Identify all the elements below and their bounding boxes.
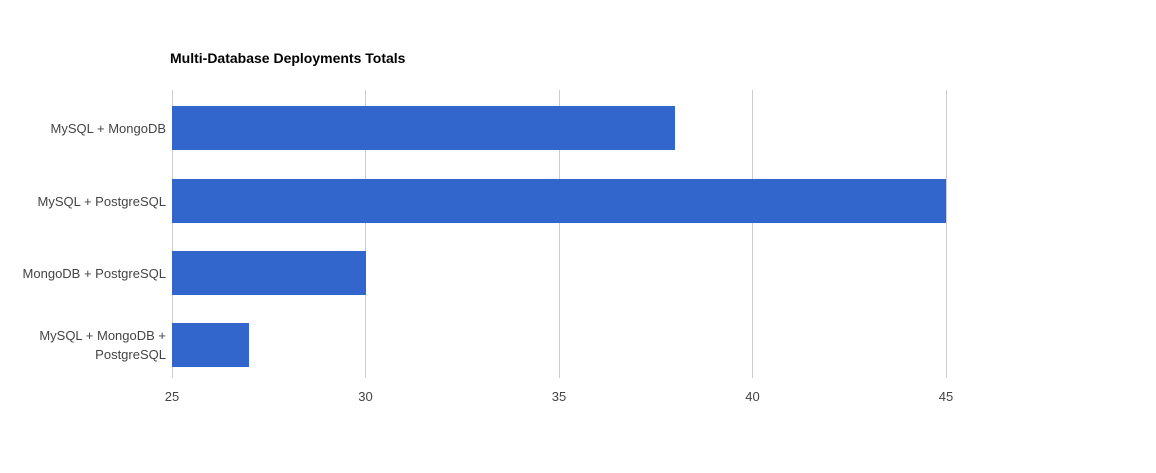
gridline: [171, 90, 173, 378]
chart-title: Multi-Database Deployments Totals: [170, 50, 406, 66]
category-label: MySQL + MongoDB + PostgreSQL: [39, 328, 166, 362]
x-axis-tick-label: 30: [358, 389, 373, 404]
x-axis-tick-label: 35: [551, 389, 567, 404]
category-label: MySQL + PostgreSQL: [37, 193, 167, 209]
gridline: [558, 90, 560, 378]
bar[interactable]: [172, 323, 250, 367]
category-label: MongoDB + PostgreSQL: [22, 265, 166, 281]
category-label: MySQL + MongoDB: [50, 120, 166, 136]
bar[interactable]: [172, 179, 946, 223]
gridline: [365, 90, 366, 378]
x-axis-tick-label: 25: [164, 389, 180, 404]
bar[interactable]: [172, 251, 366, 295]
gridline: [752, 90, 753, 378]
gridline: [945, 90, 947, 378]
bar[interactable]: [172, 106, 676, 150]
x-axis-tick-label: 40: [745, 389, 760, 404]
x-axis-tick-label: 45: [938, 389, 954, 404]
